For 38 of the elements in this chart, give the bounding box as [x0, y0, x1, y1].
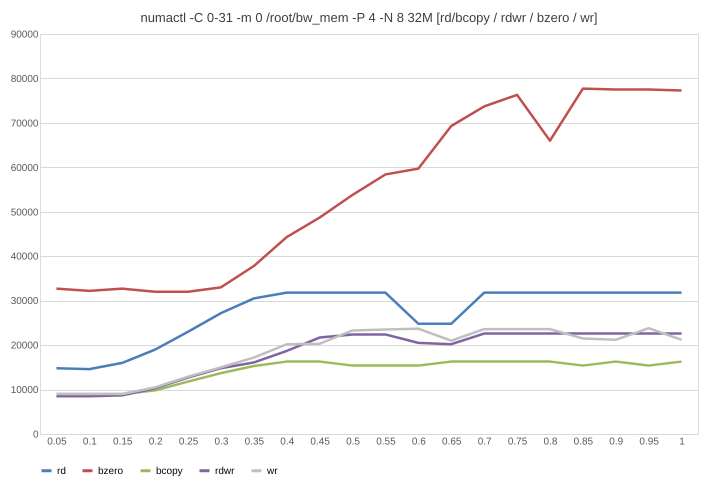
x-tick-label: 0.45 — [310, 436, 330, 448]
x-tick-label: 0.95 — [639, 436, 660, 448]
x-tick-label: 0.15 — [113, 436, 133, 448]
y-tick-label: 40000 — [10, 252, 39, 263]
y-tick-label: 20000 — [10, 340, 39, 352]
x-tick-label: 0.2 — [148, 436, 164, 448]
legend-label: rdwr — [215, 466, 236, 477]
x-tick-label: 0.7 — [478, 436, 492, 448]
x-tick-label: 0.35 — [244, 436, 265, 448]
x-tick-label: 0.4 — [280, 436, 295, 448]
x-tick-label: 1 — [679, 436, 686, 448]
x-tick-label: 0.05 — [47, 436, 68, 448]
legend-label: bzero — [98, 466, 124, 477]
legend-label: wr — [266, 466, 278, 477]
y-tick-label: 0 — [32, 430, 39, 440]
y-tick-label: 30000 — [10, 296, 39, 308]
y-tick-label: 50000 — [10, 207, 39, 218]
y-tick-label: 80000 — [10, 74, 39, 85]
x-tick-label: 0.1 — [82, 436, 98, 448]
x-tick-label: 0.9 — [609, 436, 624, 448]
line-series — [55, 291, 683, 370]
y-tick-label: 90000 — [10, 30, 39, 40]
x-tick-label: 0.85 — [574, 436, 594, 448]
x-tick-label: 0.5 — [346, 436, 360, 448]
legend-label: rd — [57, 466, 66, 477]
x-tick-label: 0.8 — [543, 436, 558, 448]
chart-title: numactl -C 0-31 -m 0 /root/bw_mem -P 4 -N 8 32M [rd/bcopy / rdwr / bzero / wr] — [140, 10, 598, 25]
y-tick-label: 10000 — [10, 385, 39, 396]
x-tick-label: 0.55 — [376, 436, 396, 448]
x-tick-label: 0.25 — [178, 436, 199, 448]
y-tick-label: 60000 — [10, 162, 39, 174]
x-tick-label: 0.6 — [412, 436, 426, 448]
x-tick-label: 0.75 — [508, 436, 528, 448]
x-tick-label: 0.3 — [214, 436, 229, 448]
line-series — [55, 87, 683, 294]
x-tick-label: 0.65 — [442, 436, 462, 448]
y-tick-label: 70000 — [10, 118, 39, 130]
legend-label: bcopy — [156, 466, 183, 477]
